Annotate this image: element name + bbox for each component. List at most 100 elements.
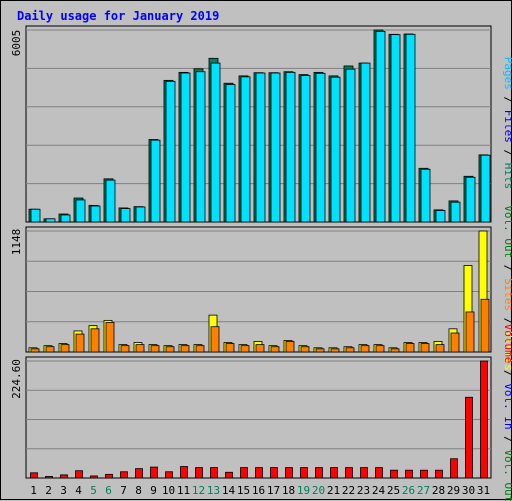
bar-files-21 [330, 76, 341, 223]
legend-visits: Visits [502, 331, 512, 371]
x-tick-label-22: 22 [342, 484, 355, 497]
bar-volume-30 [465, 396, 473, 479]
bar-files-2 [45, 218, 56, 223]
bar-volume-19 [300, 467, 308, 479]
bar-files-25 [390, 34, 401, 223]
bar-volume-14 [225, 471, 233, 479]
x-tick-label-9: 9 [150, 484, 157, 497]
bar-volume-12 [195, 467, 203, 479]
hits-ymax-label: 6005 [10, 30, 23, 57]
bar-files-20 [315, 72, 326, 223]
x-tick-label-28: 28 [432, 484, 445, 497]
bar-sites-3 [60, 344, 70, 353]
x-tick-label-11: 11 [177, 484, 190, 497]
bar-volume-17 [270, 467, 278, 479]
bar-volume-7 [120, 471, 128, 479]
bar-sites-18 [285, 341, 295, 353]
bar-sites-24 [375, 345, 385, 353]
bar-files-10 [165, 80, 176, 223]
x-tick-label-21: 21 [327, 484, 340, 497]
bar-volume-28 [435, 469, 443, 479]
bar-volume-16 [255, 467, 263, 479]
bar-files-15 [240, 76, 251, 223]
bar-files-11 [180, 72, 191, 223]
bar-sites-19 [300, 346, 310, 353]
bar-sites-20 [315, 348, 325, 353]
x-tick-label-23: 23 [357, 484, 370, 497]
bar-sites-29 [450, 332, 460, 353]
x-tick-label-5: 5 [90, 484, 97, 497]
bar-sites-2 [45, 346, 55, 353]
bar-sites-22 [345, 347, 355, 353]
bar-files-3 [60, 214, 71, 223]
bar-volume-8 [135, 468, 143, 479]
bar-files-29 [450, 201, 461, 223]
bar-volume-10 [165, 471, 173, 479]
bar-files-18 [285, 71, 296, 223]
x-tick-label-31: 31 [477, 484, 490, 497]
svg-text:Volume / Vol. In / Vol. Out: Volume / Vol. In / Vol. Out [502, 324, 512, 501]
x-tick-label-25: 25 [387, 484, 400, 497]
bar-volume-29 [450, 458, 458, 479]
bar-volume-21 [330, 467, 338, 479]
bar-sites-6 [105, 322, 115, 353]
bar-files-23 [360, 62, 371, 223]
bar-sites-1 [30, 348, 40, 353]
bar-files-14 [225, 84, 236, 223]
legend-pages: Pages [502, 57, 512, 90]
bar-sites-30 [465, 311, 475, 353]
bar-volume-18 [285, 467, 293, 479]
bar-files-22 [345, 68, 356, 223]
legend-vol-out: Vol. Out [502, 205, 512, 258]
bar-files-27 [420, 168, 431, 223]
bar-volume-11 [180, 466, 188, 479]
hits-legend: Pages / Files / Hits [502, 57, 512, 190]
legend-volume: Volume [502, 324, 512, 364]
legend-vol-in: Vol. In [502, 383, 512, 429]
bar-volume-20 [315, 467, 323, 479]
x-tick-label-20: 20 [312, 484, 325, 497]
bar-files-12 [195, 71, 206, 223]
bar-sites-10 [165, 346, 175, 353]
plot-area [25, 356, 492, 479]
bar-sites-12 [195, 345, 205, 353]
x-tick-label-24: 24 [372, 484, 386, 497]
bar-files-19 [300, 75, 311, 223]
bar-volume-15 [240, 467, 248, 479]
bar-files-31 [480, 154, 491, 223]
bar-files-5 [90, 205, 101, 223]
x-tick-label-2: 2 [45, 484, 52, 497]
bar-files-16 [255, 72, 266, 223]
bar-sites-21 [330, 348, 340, 353]
bar-sites-27 [420, 343, 430, 353]
x-tick-label-15: 15 [237, 484, 250, 497]
x-tick-label-16: 16 [252, 484, 265, 497]
legend-vol-out-2: Vol. Out [502, 449, 512, 501]
bar-volume-25 [390, 469, 398, 479]
bar-volume-22 [345, 467, 353, 479]
legend-files: Files [502, 110, 512, 143]
bar-volume-2 [45, 476, 53, 479]
bar-sites-28 [435, 344, 445, 353]
x-tick-label-6: 6 [105, 484, 112, 497]
bar-volume-1 [30, 472, 38, 479]
hits-panel [25, 25, 492, 223]
bar-sites-11 [180, 345, 190, 353]
bar-volume-9 [150, 466, 158, 479]
x-tick-label-19: 19 [297, 484, 310, 497]
x-tick-label-30: 30 [462, 484, 475, 497]
bar-sites-16 [255, 344, 265, 353]
bar-sites-4 [75, 333, 85, 353]
bar-volume-27 [420, 469, 428, 479]
legend-hits: Hits [502, 163, 512, 190]
x-tick-label-12: 12 [192, 484, 205, 497]
volume-legend: Volume / Vol. In / Vol. Out [502, 324, 512, 501]
bar-sites-13 [210, 326, 220, 353]
x-tick-label-3: 3 [60, 484, 67, 497]
bar-sites-31 [480, 298, 490, 353]
chart-title: Daily usage for January 2019 [17, 9, 219, 23]
x-tick-label-18: 18 [282, 484, 295, 497]
x-tick-label-8: 8 [135, 484, 142, 497]
